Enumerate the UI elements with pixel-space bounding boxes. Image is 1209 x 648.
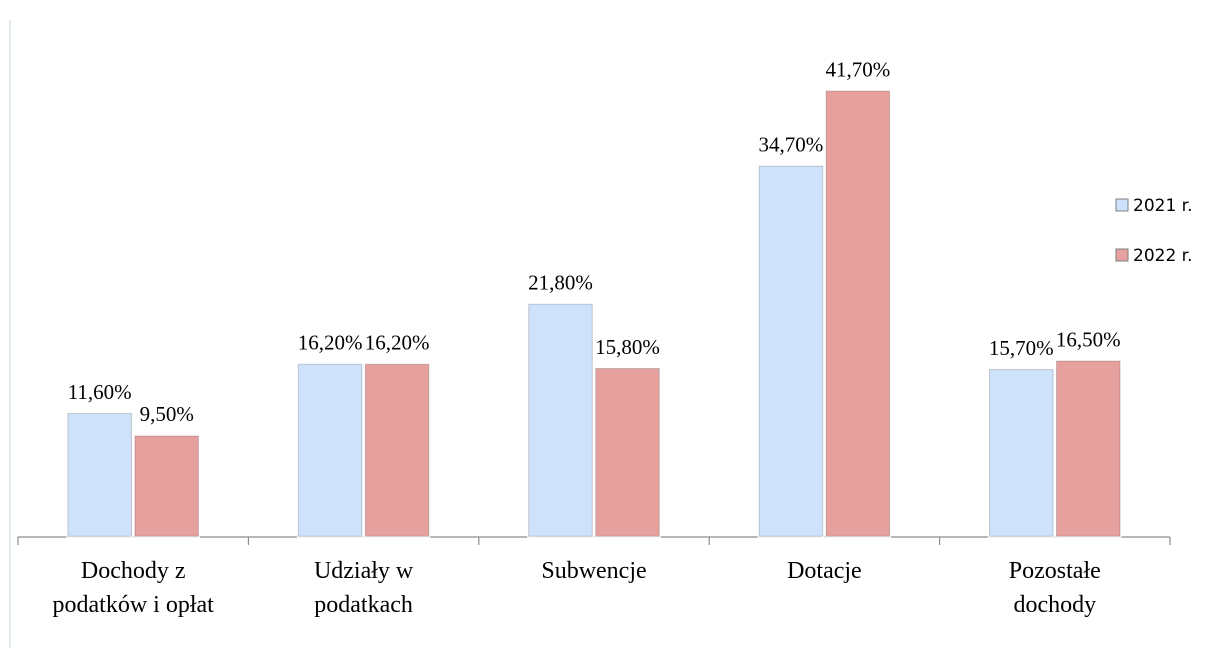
x-tick-label: Dochody z podatków i opłat bbox=[53, 558, 215, 618]
bar-edge bbox=[528, 303, 593, 537]
bar bbox=[66, 412, 133, 538]
bar-edge bbox=[758, 165, 824, 537]
bar-edge bbox=[595, 368, 660, 537]
x-tick-label: Subwencje bbox=[541, 558, 646, 584]
bar bbox=[363, 362, 431, 538]
bar-edge bbox=[364, 363, 430, 537]
legend-label: 2021 r. bbox=[1133, 196, 1193, 216]
bar-edge bbox=[989, 369, 1054, 537]
bar bbox=[988, 368, 1055, 538]
value-label: 16,20% bbox=[365, 330, 430, 354]
bar-edge bbox=[134, 435, 199, 537]
value-label: 16,50% bbox=[1056, 327, 1121, 351]
value-label: 34,70% bbox=[759, 132, 824, 156]
bar-edge bbox=[825, 90, 891, 537]
value-label: 11,60% bbox=[68, 380, 132, 404]
bar bbox=[133, 434, 200, 538]
bar bbox=[296, 362, 364, 538]
bar bbox=[1055, 359, 1122, 538]
x-tick-label: Pozostałe dochody bbox=[1009, 558, 1101, 618]
value-label: 15,80% bbox=[595, 335, 660, 359]
bar bbox=[594, 367, 661, 538]
bar bbox=[757, 164, 825, 538]
bar bbox=[824, 89, 892, 538]
x-tick-label: Udziały w podatkach bbox=[314, 558, 414, 618]
value-label: 16,20% bbox=[298, 330, 363, 354]
value-label: 15,70% bbox=[989, 336, 1054, 360]
value-label: 41,70% bbox=[826, 57, 891, 81]
legend-label: 2022 r. bbox=[1133, 246, 1193, 266]
value-label: 21,80% bbox=[528, 270, 593, 294]
legend-swatch bbox=[1115, 248, 1129, 262]
value-label: 9,50% bbox=[140, 402, 194, 426]
x-tick-label: Dotacje bbox=[787, 558, 862, 584]
bar bbox=[527, 302, 594, 538]
bar-edge bbox=[67, 413, 132, 537]
bar-edge bbox=[1056, 360, 1121, 537]
bar-edge bbox=[297, 363, 363, 537]
legend-swatch bbox=[1115, 198, 1129, 212]
